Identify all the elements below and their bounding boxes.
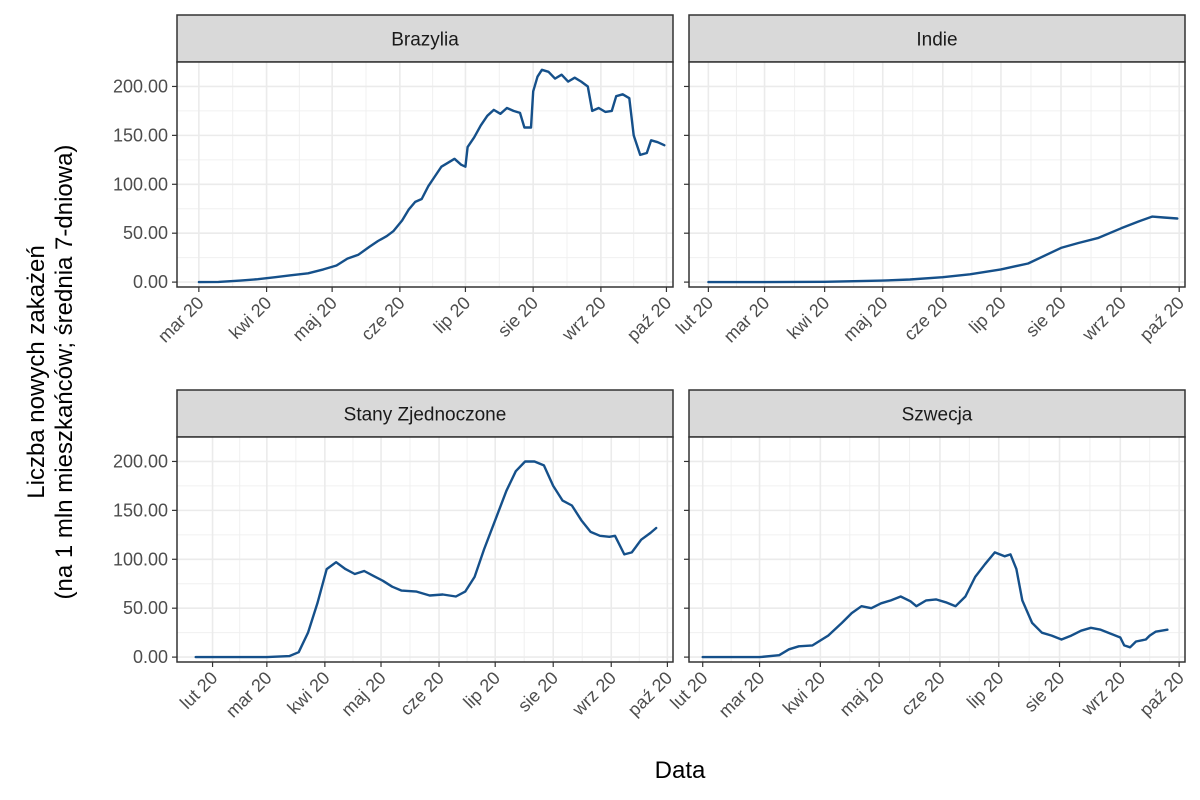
y-tick-label: 0.00 xyxy=(133,647,168,667)
x-tick-label: mar 20 xyxy=(222,668,276,722)
series-line-szwecja xyxy=(701,551,1169,659)
panel-brazylia: Brazylia 0.00 50.00 100.00 150.00 200.00 mar 2… xyxy=(113,14,675,347)
x-tick-label: lip 20 xyxy=(459,668,504,713)
x-tick-label: sie 20 xyxy=(514,668,562,716)
x-tick-label: paź 20 xyxy=(624,668,676,720)
plot-background xyxy=(689,62,1185,287)
x-tick-label: cze 20 xyxy=(897,668,949,720)
plot-background xyxy=(689,437,1185,662)
x-tick-label: wrz 20 xyxy=(1078,293,1130,345)
plot-background xyxy=(177,62,673,287)
x-tick-label: lip 20 xyxy=(965,293,1010,338)
panel-border xyxy=(688,61,1186,288)
x-tick-label: cze 20 xyxy=(900,293,952,345)
panel-border xyxy=(176,436,674,663)
x-tick-label: sie 20 xyxy=(1022,293,1070,341)
x-tick-label: paź 20 xyxy=(1136,668,1188,720)
x-tick-label: maj 20 xyxy=(337,668,389,720)
x-tick-label: cze 20 xyxy=(357,293,409,345)
x-tick-label: lut 20 xyxy=(666,668,711,713)
panel-indie: Indie lut 20 mar 20 kwi 20 maj 20 cze 20 lip 2… xyxy=(672,14,1188,347)
x-tick-label: kwi 20 xyxy=(783,293,833,343)
x-tick-label: sie 20 xyxy=(494,293,542,341)
plot-background xyxy=(177,437,673,662)
x-tick-label: wrz 20 xyxy=(568,668,620,720)
x-tick-label: kwi 20 xyxy=(225,293,275,343)
facet-strip xyxy=(688,389,1186,438)
y-tick-label: 100.00 xyxy=(113,549,168,569)
facet-strip xyxy=(176,14,674,63)
facet-strip xyxy=(688,14,1186,63)
y-tick-label: 50.00 xyxy=(123,598,168,618)
x-tick-label: paź 20 xyxy=(1136,293,1188,345)
y-tick-label: 0.00 xyxy=(133,272,168,292)
x-tick-label: mar 20 xyxy=(715,668,769,722)
panel-border xyxy=(176,61,674,288)
x-tick-label: lut 20 xyxy=(672,293,717,338)
x-tick-label: kwi 20 xyxy=(283,668,333,718)
series-line-indie xyxy=(707,215,1179,284)
x-tick-label: lip 20 xyxy=(963,668,1008,713)
y-tick-label: 200.00 xyxy=(113,76,168,96)
y-tick-label: 150.00 xyxy=(113,125,168,145)
x-tick-label: maj 20 xyxy=(836,668,888,720)
series-line-brazylia xyxy=(197,68,666,284)
facet-title: Indie xyxy=(916,30,957,51)
x-tick-label: mar 20 xyxy=(720,293,774,347)
panel-szwecja: Szwecja lut 20 mar 20 kwi 20 maj 20 cze 20 lip… xyxy=(666,389,1188,722)
y-axis-title-line-2: (na 1 mln mieszkańców; średnia 7-dniowa) xyxy=(51,145,78,600)
panel-stany-zjednoczone: Stany Zjednoczone 0.00 50.00 100.00 150.00 20… xyxy=(113,389,676,722)
y-tick-label: 200.00 xyxy=(113,451,168,471)
y-axis-title-line-1: Liczba nowych zakażeń xyxy=(23,245,50,498)
y-tick-label: 150.00 xyxy=(113,500,168,520)
x-tick-label: maj 20 xyxy=(289,293,341,345)
facet-strip xyxy=(176,389,674,438)
panel-border xyxy=(688,436,1186,663)
x-tick-label: wrz 20 xyxy=(1077,668,1129,720)
facet-title: Szwecja xyxy=(902,405,973,426)
y-tick-label: 50.00 xyxy=(123,223,168,243)
x-tick-label: paź 20 xyxy=(623,293,675,345)
x-axis-title: Data xyxy=(655,757,706,784)
x-tick-label: maj 20 xyxy=(839,293,891,345)
x-tick-label: cze 20 xyxy=(396,668,448,720)
x-tick-label: lut 20 xyxy=(176,668,221,713)
x-tick-label: sie 20 xyxy=(1020,668,1068,716)
x-tick-label: wrz 20 xyxy=(557,293,609,345)
y-tick-label: 100.00 xyxy=(113,174,168,194)
facet-title: Stany Zjednoczone xyxy=(344,405,507,426)
x-tick-label: lip 20 xyxy=(430,293,475,338)
series-line-stany-zjednoczone xyxy=(194,460,658,659)
x-tick-label: mar 20 xyxy=(154,293,208,347)
facet-title: Brazylia xyxy=(391,30,459,51)
x-tick-label: kwi 20 xyxy=(779,668,829,718)
